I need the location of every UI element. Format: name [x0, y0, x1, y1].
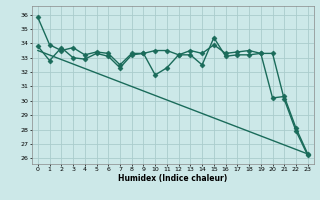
X-axis label: Humidex (Indice chaleur): Humidex (Indice chaleur): [118, 174, 228, 183]
